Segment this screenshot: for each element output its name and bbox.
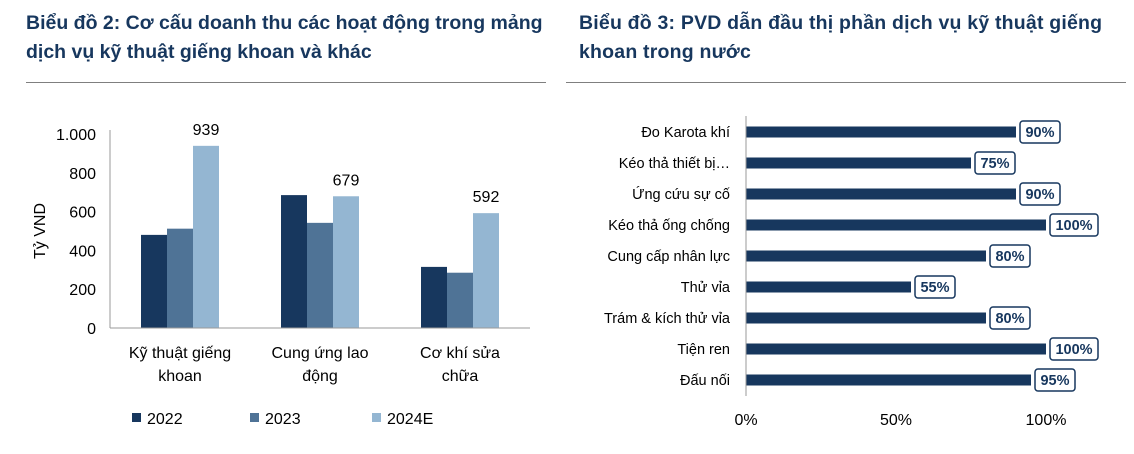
value-label: 80%	[995, 249, 1024, 265]
y-tick-label: 1.000	[56, 127, 96, 144]
share-bar	[746, 281, 911, 293]
share-bar	[746, 188, 1016, 200]
right-title-divider	[566, 82, 1126, 83]
value-label: 100%	[1055, 342, 1092, 358]
value-label: 80%	[995, 311, 1024, 327]
revenue-structure-chart: 0 200 400 600 800 1.000 Tỷ VND 939 Kỹ thuật giến…	[32, 122, 530, 428]
x-category-label: khoan	[158, 368, 202, 385]
value-label-box	[989, 306, 1031, 330]
share-bar	[746, 312, 986, 324]
category-label: Đấu nối	[680, 373, 730, 389]
y-tick-label: 600	[69, 205, 96, 222]
bar-2022	[281, 195, 307, 328]
bar-2023	[447, 272, 473, 328]
x-tick-label: 50%	[880, 412, 912, 429]
value-label: 100%	[1055, 218, 1092, 234]
category-label: Cung cấp nhân lực	[607, 249, 730, 265]
value-label: 75%	[980, 156, 1009, 172]
value-label-box	[1019, 182, 1061, 206]
value-label: 90%	[1025, 187, 1054, 203]
category-label: Trám & kích thử vỉa	[604, 311, 731, 327]
value-label-box	[989, 244, 1031, 268]
legend-label: 2022	[147, 411, 183, 428]
category-label: Thử vỉa	[681, 280, 731, 296]
category-label: Kéo thả thiết bị…	[619, 156, 730, 172]
right-chart-title: Biểu đồ 3: PVD dẫn đầu thị phần dịch vụ …	[579, 12, 1103, 63]
category-label: Đo Karota khí	[641, 125, 730, 141]
value-label-box	[1019, 120, 1061, 144]
share-bar	[746, 374, 1031, 386]
share-bar	[746, 250, 986, 262]
value-label-box	[974, 151, 1016, 175]
bar-2022	[421, 266, 447, 328]
bar-value-label: 592	[473, 189, 500, 206]
legend-label: 2023	[265, 411, 301, 428]
y-tick-label: 200	[69, 282, 96, 299]
bar-2024e	[193, 145, 219, 328]
category-label: Kéo thả ống chống	[608, 218, 730, 234]
share-bar	[746, 157, 971, 169]
x-category-label: chữa	[442, 368, 479, 385]
bar-value-label: 939	[193, 122, 220, 139]
category-label: Tiện ren	[677, 342, 730, 358]
value-label: 95%	[1040, 373, 1069, 389]
value-label-box	[1049, 337, 1099, 361]
legend-swatch	[372, 413, 381, 422]
left-chart-title: Biểu đồ 2: Cơ cấu doanh thu các hoạt độn…	[26, 12, 543, 63]
left-title-divider	[26, 82, 546, 83]
x-category-label: Kỹ thuật giếng	[129, 345, 231, 362]
value-label: 90%	[1025, 125, 1054, 141]
legend-swatch	[132, 413, 141, 422]
y-tick-label: 800	[69, 166, 96, 183]
share-bar	[746, 343, 1046, 355]
x-category-label: Cơ khí sửa	[420, 345, 500, 362]
x-tick-label: 100%	[1026, 412, 1067, 429]
share-bar	[746, 219, 1046, 231]
category-label: Ứng cứu sự cố	[632, 186, 730, 203]
x-category-label: Cung ứng lao	[272, 345, 369, 362]
x-category-label: động	[302, 368, 338, 385]
share-bar	[746, 126, 1016, 138]
legend-label: 2024E	[387, 411, 433, 428]
value-label-box	[1034, 368, 1076, 392]
bar-2023	[167, 228, 193, 328]
bar-2023	[307, 222, 333, 328]
x-tick-label: 0%	[734, 412, 757, 429]
y-axis-title: Tỷ VND	[32, 203, 49, 259]
value-label-box	[914, 275, 956, 299]
y-tick-label: 400	[69, 243, 96, 260]
y-tick-label: 0	[87, 321, 96, 338]
bar-value-label: 679	[333, 172, 360, 189]
value-label-box	[1049, 213, 1099, 237]
bar-2024e	[333, 196, 359, 328]
legend-swatch	[250, 413, 259, 422]
bar-2024e	[473, 213, 499, 328]
value-label: 55%	[920, 280, 949, 296]
bar-2022	[141, 234, 167, 328]
